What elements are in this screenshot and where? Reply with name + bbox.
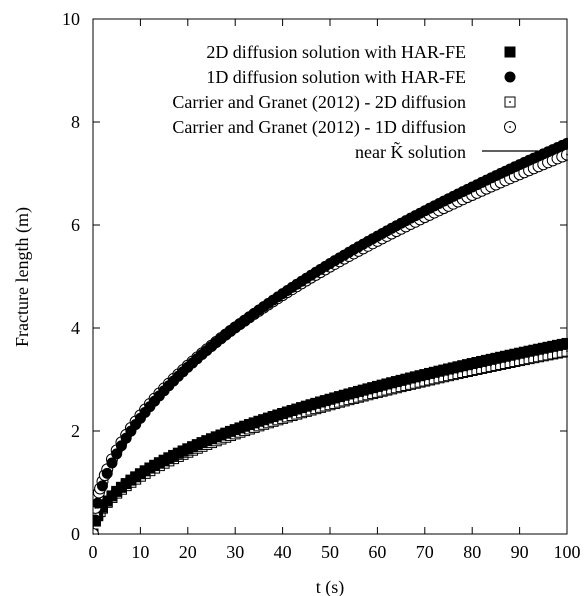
y-tick-label: 4 [71,318,80,338]
x-tick-label: 60 [368,542,386,562]
legend-label: Carrier and Granet (2012) - 2D diffusion [172,92,466,113]
y-axis-label: Fracture length (m) [12,207,33,347]
x-tick-label: 30 [226,542,244,562]
x-tick-label: 80 [463,542,481,562]
series-carrier-and-granet-2012-2d-diffusion [93,345,568,535]
x-tick-label: 0 [89,542,98,562]
series-1d-diffusion-solution-with-har-fe [93,137,568,526]
data-point [106,457,118,469]
axis-ticks: 0 10 20 30 40 50 60 70 80 90 100 0 2 4 6 8 10 [62,9,581,562]
data-point [101,467,113,479]
legend: 2D diffusion solution with HAR-FE 1D diff… [172,42,538,162]
x-tick-label: 10 [131,542,149,562]
x-tick-label: 40 [274,542,292,562]
data-point [561,337,568,349]
legend-marker [504,96,516,108]
near-k-solution-line [93,152,568,535]
x-tick-label: 70 [416,542,434,562]
series-2d-diffusion-solution-with-har-fe [93,337,568,535]
y-tick-label: 2 [71,421,80,441]
y-tick-label: 8 [71,112,80,132]
data-point [111,448,123,460]
legend-label: Carrier and Granet (2012) - 1D diffusion [172,117,466,138]
data-point [561,137,568,149]
x-tick-label: 100 [554,542,581,562]
data-point [96,501,108,513]
legend-label: 2D diffusion solution with HAR-FE [206,42,466,62]
data-point [93,514,101,526]
data-marks [93,137,568,535]
y-tick-label: 6 [71,215,80,235]
y-tick-label: 10 [62,9,80,29]
legend-marker [504,71,516,83]
data-point [93,497,104,509]
data-point [96,480,108,492]
x-tick-label: 50 [321,542,339,562]
legend-label: 1D diffusion solution with HAR-FE [206,67,466,87]
series-carrier-and-granet-2012-1d-diffusion [93,148,568,535]
series-near-k-solution [93,152,568,535]
legend-label: near K̃ solution [355,140,466,162]
legend-marker [504,46,516,58]
y-tick-label: 0 [71,524,80,544]
x-tick-label: 90 [511,542,529,562]
x-tick-label: 20 [179,542,197,562]
legend-marker [504,121,516,133]
x-axis-label: t (s) [316,577,345,596]
